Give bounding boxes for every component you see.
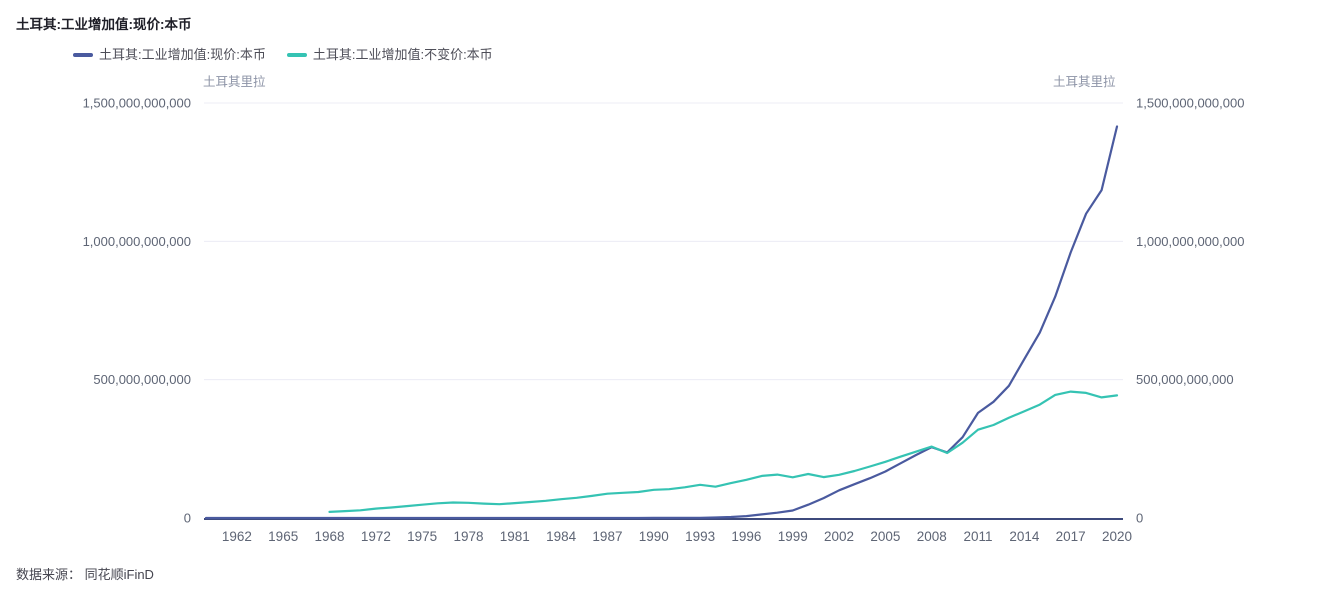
y-axis-unit-left: 土耳其里拉 (203, 75, 266, 89)
y-tick-label-right: 1,000,000,000,000 (1136, 234, 1244, 249)
x-tick-label: 2017 (1056, 529, 1086, 544)
y-tick-label-right: 500,000,000,000 (1136, 372, 1234, 387)
x-tick-label: 2008 (917, 529, 947, 544)
x-tick-label: 2014 (1009, 529, 1040, 544)
chart-title: 土耳其:工业增加值:现价:本币 (16, 17, 192, 32)
legend-item-constant-price[interactable]: 土耳其:工业增加值:不变价:本币 (286, 47, 493, 62)
x-tick-label: 2011 (964, 529, 993, 544)
x-tick-label: 1984 (546, 529, 577, 544)
x-tick-label: 1968 (315, 529, 345, 544)
x-tick-label: 1999 (778, 529, 808, 544)
x-tick-label: 1962 (222, 529, 252, 544)
line-swatch-current-price-icon (73, 53, 93, 57)
x-tick-label: 1990 (639, 529, 669, 544)
x-tick-label: 1965 (268, 529, 298, 544)
y-axis-unit-right: 土耳其里拉 (1053, 75, 1116, 89)
x-tick-label: 1987 (592, 529, 622, 544)
x-tick-label: 1975 (407, 529, 437, 544)
legend-label-current-price: 土耳其:工业增加值:现价:本币 (99, 47, 266, 62)
x-tick-label: 1996 (731, 529, 761, 544)
x-tick-label: 1972 (361, 529, 391, 544)
y-tick-label-right: 1,500,000,000,000 (1136, 96, 1244, 111)
legend: 土耳其:工业增加值:现价:本币 土耳其:工业增加值:不变价:本币 (73, 48, 493, 62)
y-tick-label-left: 1,500,000,000,000 (83, 96, 191, 111)
x-tick-label: 2005 (870, 529, 900, 544)
x-tick-label: 1981 (500, 529, 530, 544)
legend-item-current-price[interactable]: 土耳其:工业增加值:现价:本币 (73, 48, 266, 62)
legend-label-constant-price: 土耳其:工业增加值:不变价:本币 (312, 47, 493, 62)
y-tick-label-left: 0 (184, 511, 191, 526)
line-swatch-constant-price-icon (286, 53, 307, 57)
series-line-current-price (204, 125, 1119, 520)
data-source: 数据来源： 同花顺iFinD (16, 567, 154, 582)
x-tick-label: 1993 (685, 529, 715, 544)
y-tick-label-left: 1,000,000,000,000 (83, 234, 191, 249)
y-tick-label-left: 500,000,000,000 (93, 372, 191, 387)
x-tick-label: 2020 (1102, 529, 1132, 544)
y-tick-label-right: 0 (1136, 511, 1143, 526)
series-line-constant-price (328, 390, 1119, 513)
x-tick-label: 2002 (824, 529, 854, 544)
x-tick-label: 1978 (453, 529, 483, 544)
